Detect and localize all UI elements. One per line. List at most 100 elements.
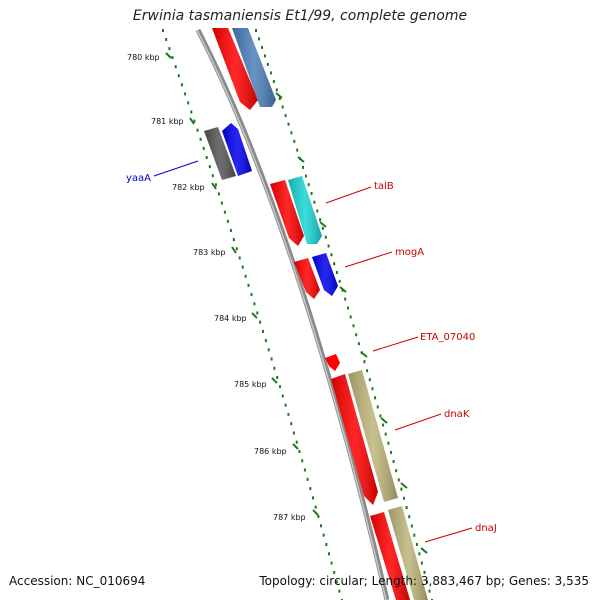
scale-ring-outer-dot — [349, 315, 352, 319]
genome-backbone-highlight — [196, 29, 387, 600]
scale-ring-outer-dot — [321, 226, 324, 230]
gene-feature-dnaK-red-shade — [331, 374, 378, 505]
scale-ring-inner-dot — [276, 376, 279, 379]
scale-ring-inner-dot — [295, 440, 298, 444]
scale-ring-outer-dot — [382, 423, 385, 427]
scale-ring-inner-dot — [303, 468, 306, 472]
gene-feature-top-steelblue-shade — [232, 28, 276, 107]
scale-ring-inner-dot — [287, 412, 290, 416]
gene-label-ETA-07040[interactable]: ETA_07040 — [420, 332, 475, 343]
scale-ticks — [165, 52, 428, 554]
scale-ring-inner-dot — [171, 56, 174, 60]
scale-ring-inner-dot — [165, 38, 168, 41]
scale-tick-780 — [165, 52, 172, 59]
scale-ring-outer-dot — [387, 441, 390, 445]
scale-tick-784 — [251, 312, 258, 319]
scale-ring-inner-dot — [256, 311, 259, 315]
scale-ring-inner-dot — [229, 229, 232, 232]
gene-feature-ETA-07040[interactable] — [325, 354, 340, 371]
gene-label-talB[interactable]: talB — [374, 181, 394, 192]
scale-ring-outer-dot — [338, 279, 341, 283]
scale-label-783: 783 kbp — [193, 248, 226, 257]
scale-ring-inner-dot — [259, 320, 262, 324]
scale-label-787: 787 kbp — [273, 513, 306, 522]
scale-ring-inner-dot — [223, 210, 226, 214]
scale-label-786: 786 kbp — [254, 447, 287, 456]
scale-ring-outer-dot — [418, 552, 421, 556]
scale-ring-inner-dot — [253, 302, 256, 306]
scale-ring-inner-dot — [211, 174, 214, 178]
leader-yaaA — [153, 160, 199, 177]
scale-tick-outer-6 — [380, 417, 388, 424]
scale-ring-outer-dot — [366, 369, 369, 373]
scale-ring-inner-dot — [205, 156, 208, 159]
scale-ring-inner-dot — [309, 487, 312, 491]
scale-ring-inner-dot — [232, 238, 235, 242]
scale-ring-outer-dot — [278, 97, 281, 100]
scale-ring-inner-dot — [325, 543, 328, 546]
scale-ring-outer-dot — [333, 262, 336, 266]
scale-ring-outer-dot — [355, 333, 358, 337]
scale-label-784: 784 kbp — [214, 314, 247, 323]
scale-ring-inner-dot — [238, 256, 241, 260]
gene-feature-dnaK-khaki-shade — [348, 370, 398, 502]
scale-label-781: 781 kbp — [151, 117, 184, 126]
scale-label-785: 785 kbp — [234, 380, 267, 389]
scale-ring-inner-dot — [330, 561, 333, 565]
scale-label-782: 782 kbp — [172, 183, 205, 192]
scale-ring-inner-dot — [199, 137, 202, 141]
scale-ring-inner-dot — [312, 496, 314, 500]
scale-ring-outer-dot — [269, 71, 272, 75]
gene-label-dnaK[interactable]: dnaK — [444, 409, 470, 420]
scale-ring-inner-dot — [174, 65, 177, 69]
gene-feature-talB-red-shade — [270, 180, 304, 246]
scale-ring-outer-dot — [397, 478, 400, 482]
scale-ring-outer-dot — [410, 524, 413, 528]
scale-ring-inner-dot — [250, 293, 253, 297]
gene-feature-top-red-shade — [212, 28, 258, 110]
scale-ring-inner-dot — [181, 83, 183, 87]
scale-ring-outer-dot — [403, 496, 405, 500]
scale-tick-outer-1 — [275, 92, 283, 99]
scale-ring-outer-dot — [304, 174, 307, 178]
scale-tick-outer-5 — [360, 351, 368, 358]
scale-ring-inner-dot — [281, 394, 284, 398]
scale-ring-outer-dot — [374, 396, 377, 400]
gene-label-yaaA[interactable]: yaaA — [126, 173, 151, 184]
gene-label-mogA[interactable]: mogA — [395, 247, 424, 258]
scale-ring-outer-dot — [413, 533, 416, 537]
scale-ring-inner-dot — [328, 552, 330, 556]
scale-ring-outer-dot — [357, 342, 360, 346]
scale-ring-outer-dot — [296, 148, 299, 152]
gene-feature-dnaJ-khaki-shade — [388, 506, 428, 600]
map-title: Erwinia tasmaniensis Et1/99, complete ge… — [132, 8, 468, 24]
scale-ring-outer-dot — [284, 114, 287, 118]
scale-ring-inner-dot — [196, 128, 199, 132]
scale-ring-inner-dot — [270, 357, 273, 361]
scale-ring-outer-dot — [293, 139, 296, 143]
scale-ring-outer-dot — [264, 54, 266, 58]
scale-ring-inner-dot — [193, 119, 196, 123]
gene-labels: yaaA talB mogA ETA_07040 dnaK dnaJ — [126, 173, 497, 534]
scale-ring-outer-dot — [347, 306, 349, 310]
scale-ring-inner-dot — [301, 459, 304, 463]
scale-labels: 780 kbp 781 kbp 782 kbp 783 kbp 784 kbp … — [127, 53, 306, 522]
scale-ring-outer-dot — [371, 387, 374, 391]
scale-tick-781 — [189, 117, 195, 125]
leader-dnaK — [394, 413, 442, 431]
accession-text: Accession: NC_010694 — [9, 574, 146, 588]
gene-feature-mogA-blue-shade — [312, 253, 338, 296]
scale-ring-outer-dot — [330, 253, 333, 257]
scale-ring-inner-dot — [241, 265, 244, 269]
scale-ring-inner-dot — [338, 589, 341, 593]
scale-tick-outer-3 — [319, 221, 327, 228]
scale-ring-outer-dot — [428, 589, 431, 593]
scale-ring-inner-dot — [202, 146, 205, 150]
scale-ring-outer-dot — [405, 506, 408, 509]
gene-label-dnaJ[interactable]: dnaJ — [475, 523, 497, 534]
scale-ring-inner-dot — [214, 183, 217, 187]
gene-feature-blue-yaaA-shade — [222, 123, 252, 176]
scale-ring-inner-dot — [320, 524, 322, 528]
scale-ring-outer-dot — [415, 543, 418, 546]
